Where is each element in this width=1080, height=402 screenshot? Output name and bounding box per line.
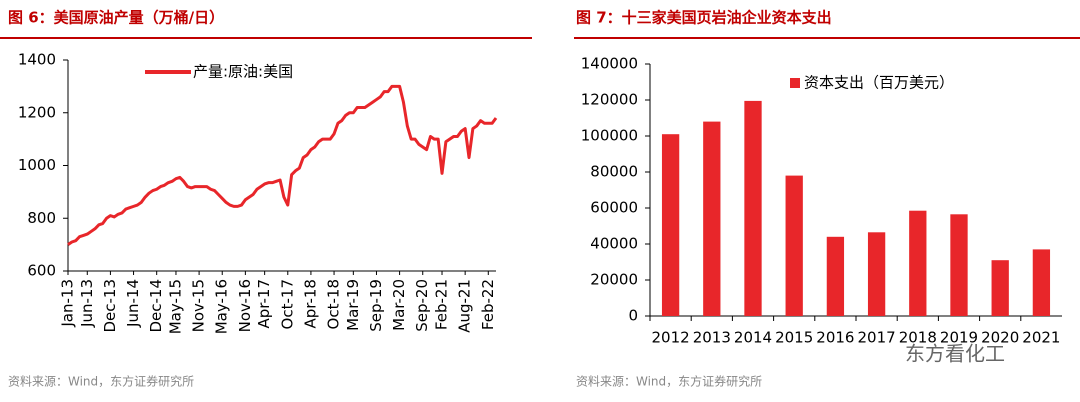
bar: [1032, 249, 1051, 316]
x-tick-label: Feb-21: [433, 279, 451, 330]
x-tick-label: 2020: [981, 329, 1019, 347]
x-tick-label: 2019: [940, 329, 978, 347]
chart-title: 图 7：十三家美国页岩油企业资本支出: [576, 9, 832, 27]
x-tick-label: 2014: [734, 329, 772, 347]
x-tick-label: Nov-15: [190, 279, 208, 332]
legend-swatch: [790, 78, 800, 88]
x-tick-label: Jan-13: [59, 279, 77, 328]
bar: [826, 236, 845, 316]
bar: [703, 121, 721, 316]
y-tick-label: 100000: [581, 127, 638, 145]
y-tick-label: 600: [27, 262, 56, 280]
bar: [661, 134, 680, 316]
x-tick-label: Apr-18: [301, 279, 319, 329]
x-tick-label: 2018: [899, 329, 937, 347]
source: 资料来源：Wind，东方证券研究所: [576, 374, 762, 389]
x-tick-label: Aug-21: [456, 279, 474, 333]
legend-label: 产量:原油:美国: [193, 63, 293, 81]
x-tick-label: 2021: [1022, 329, 1060, 347]
x-tick-label: May-16: [213, 279, 231, 334]
y-tick-label: 120000: [581, 91, 638, 109]
y-tick-label: 80000: [590, 163, 638, 181]
y-tick-label: 800: [27, 209, 56, 227]
watermark: 东方看化工: [905, 342, 1005, 366]
y-tick-label: 1200: [18, 103, 56, 121]
x-tick-label: Oct-18: [325, 279, 343, 329]
bar: [950, 214, 968, 316]
x-tick-label: Apr-17: [255, 279, 273, 329]
y-tick-label: 1400: [18, 51, 56, 69]
legend-label: 资本支出（百万美元）: [804, 74, 954, 92]
x-tick-label: Oct-17: [278, 279, 296, 329]
x-tick-label: Jun-14: [124, 279, 142, 328]
bar: [785, 175, 803, 316]
x-tick-label: Sep-19: [367, 279, 385, 332]
x-tick-label: Nov-16: [236, 279, 254, 332]
y-tick-label: 1000: [18, 156, 56, 174]
y-tick-label: 40000: [590, 235, 638, 253]
chart-title: 图 6：美国原油产量（万桶/日）: [8, 9, 224, 27]
x-tick-label: 2016: [816, 329, 854, 347]
x-tick-label: Dec-13: [101, 279, 119, 333]
y-tick-label: 0: [628, 307, 638, 325]
x-tick-label: 2012: [652, 329, 690, 347]
x-tick-label: Mar-20: [390, 279, 408, 331]
source: 资料来源：Wind，东方证券研究所: [8, 374, 194, 389]
line: [67, 84, 498, 246]
bar: [991, 260, 1009, 316]
x-tick-label: 2015: [775, 329, 813, 347]
x-tick-label: Dec-14: [147, 279, 165, 333]
bar: [867, 232, 886, 316]
x-tick-label: 2017: [858, 329, 896, 347]
x-tick-label: Sep-20: [413, 279, 431, 332]
y-tick-label: 20000: [590, 271, 638, 289]
x-tick-label: Mar-19: [344, 279, 362, 331]
x-tick-label: May-15: [166, 279, 184, 334]
x-tick-label: Jun-13: [78, 279, 96, 328]
y-tick-label: 140000: [581, 55, 638, 73]
bar: [909, 210, 927, 316]
y-tick-label: 60000: [590, 199, 638, 217]
x-tick-label: 2013: [693, 329, 731, 347]
bar: [744, 100, 762, 317]
x-tick-label: Feb-22: [479, 279, 497, 330]
